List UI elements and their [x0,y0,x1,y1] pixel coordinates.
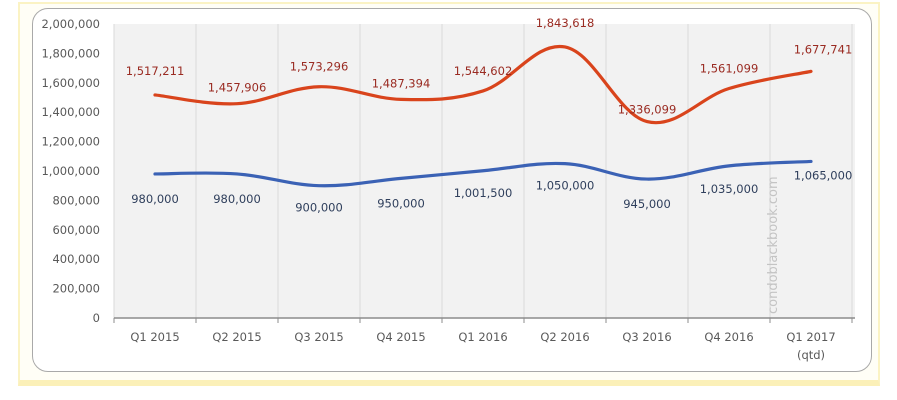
data-label-upper: 1,677,741 [794,42,853,56]
data-labels: 1,517,211 1,457,906 1,573,296 1,487,394 1,54… [126,16,853,215]
data-label-upper: 1,544,602 [454,64,513,78]
x-tick-label: Q2 2015 [212,330,261,344]
data-label-lower: 945,000 [623,197,671,211]
series-group [153,44,813,188]
data-label-lower: 980,000 [131,192,179,206]
y-tick-label: 1,800,000 [41,46,100,60]
x-tick-label: Q2 2016 [540,330,589,344]
data-label-lower: 1,001,500 [454,186,513,200]
x-tick-label: Q1 2015 [130,330,179,344]
x-tick-sublabel: (qtd) [797,348,825,362]
y-tick-label: 2,000,000 [41,17,100,31]
data-label-upper: 1,517,211 [126,64,185,78]
data-label-upper: 1,487,394 [372,76,431,90]
y-tick-label: 1,600,000 [41,76,100,90]
series-line-lower [153,159,813,188]
data-label-lower: 980,000 [213,192,261,206]
data-label-upper: 1,843,618 [536,16,595,30]
data-label-lower: 900,000 [295,201,343,215]
data-label-lower: 1,065,000 [794,168,853,182]
data-label-upper: 1,457,906 [208,81,267,95]
series-line-upper [153,44,813,125]
x-tick-label: Q4 2015 [376,330,425,344]
x-tick-label: Q1 2017 [786,330,835,344]
y-tick-label: 600,000 [52,223,100,237]
x-axis: Q1 2015 Q2 2015 Q3 2015 Q4 2015 Q1 2016 Q2 20… [113,317,855,362]
data-label-lower: 950,000 [377,196,425,210]
y-tick-label: 1,000,000 [41,164,100,178]
data-label-upper: 1,336,099 [618,103,677,117]
data-label-upper: 1,573,296 [290,60,349,74]
x-tick-label: Q3 2015 [294,330,343,344]
watermark: condoblackbook.com [766,176,781,314]
data-label-upper: 1,561,099 [700,62,759,76]
y-tick-label: 1,200,000 [41,135,100,149]
data-label-lower: 1,035,000 [700,182,759,196]
x-tick-label: Q3 2016 [622,330,671,344]
y-tick-label: 200,000 [52,282,100,296]
data-label-lower: 1,050,000 [536,179,595,193]
y-tick-label: 1,400,000 [41,105,100,119]
x-tick-label: Q4 2016 [704,330,753,344]
y-axis: 0 200,000 400,000 600,000 800,000 1,000,000 1,… [41,17,100,325]
x-tick-label: Q1 2016 [458,330,507,344]
y-tick-label: 400,000 [52,252,100,266]
y-tick-label: 0 [93,311,100,325]
y-tick-label: 800,000 [52,193,100,207]
